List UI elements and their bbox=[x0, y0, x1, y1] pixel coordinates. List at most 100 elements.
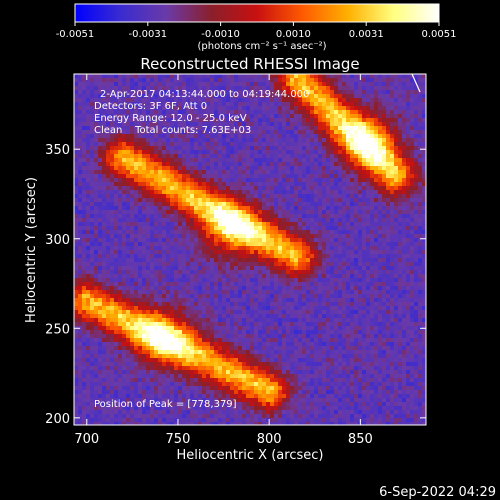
heatmap-cell bbox=[174, 294, 179, 299]
heatmap-cell bbox=[226, 174, 231, 179]
heatmap-cell bbox=[274, 90, 279, 95]
heatmap-cell bbox=[318, 254, 323, 259]
heatmap-cell bbox=[422, 186, 426, 191]
heatmap-cell bbox=[358, 254, 363, 259]
heatmap-cell bbox=[234, 170, 239, 175]
heatmap-cell bbox=[134, 118, 139, 123]
heatmap-cell bbox=[106, 274, 111, 279]
heatmap-cell bbox=[418, 202, 423, 207]
heatmap-cell bbox=[302, 194, 307, 199]
heatmap-cell bbox=[370, 266, 375, 271]
heatmap-cell bbox=[250, 262, 255, 267]
heatmap-cell bbox=[174, 86, 179, 91]
heatmap-cell bbox=[298, 242, 303, 247]
heatmap-cell bbox=[406, 294, 411, 299]
heatmap-cell bbox=[78, 210, 83, 215]
heatmap-cell bbox=[374, 154, 379, 159]
heatmap-cell bbox=[190, 202, 195, 207]
heatmap-cell bbox=[298, 182, 303, 187]
heatmap-cell bbox=[266, 218, 271, 223]
heatmap-cell bbox=[374, 286, 379, 291]
heatmap-cell bbox=[254, 234, 259, 239]
heatmap-cell bbox=[258, 202, 263, 207]
heatmap-cell bbox=[314, 142, 319, 147]
heatmap-cell bbox=[386, 98, 391, 103]
heatmap-cell bbox=[318, 258, 323, 263]
heatmap-cell bbox=[266, 138, 271, 143]
heatmap-cell bbox=[194, 242, 199, 247]
heatmap-cell bbox=[410, 190, 415, 195]
heatmap-cell bbox=[74, 290, 79, 295]
heatmap-cell bbox=[242, 74, 247, 79]
heatmap-cell bbox=[90, 210, 95, 215]
heatmap-cell bbox=[326, 150, 331, 155]
heatmap-cell bbox=[286, 186, 291, 191]
heatmap-cell bbox=[210, 110, 215, 115]
heatmap-cell bbox=[106, 190, 111, 195]
heatmap-cell bbox=[382, 186, 387, 191]
heatmap-cell bbox=[354, 254, 359, 259]
heatmap-cell bbox=[406, 266, 411, 271]
heatmap-cell bbox=[246, 86, 251, 91]
heatmap-cell bbox=[326, 294, 331, 299]
heatmap-cell bbox=[326, 214, 331, 219]
heatmap-cell bbox=[110, 122, 115, 127]
heatmap-cell bbox=[386, 182, 391, 187]
heatmap-cell bbox=[350, 90, 355, 95]
heatmap-cell bbox=[362, 282, 367, 287]
heatmap-cell bbox=[310, 94, 315, 99]
heatmap-cell bbox=[198, 294, 203, 299]
heatmap-cell bbox=[86, 254, 91, 259]
heatmap-cell bbox=[234, 102, 239, 107]
heatmap-cell bbox=[294, 86, 299, 91]
heatmap-cell bbox=[294, 122, 299, 127]
heatmap-cell bbox=[346, 110, 351, 115]
heatmap-cell bbox=[382, 258, 387, 263]
heatmap-cell bbox=[390, 90, 395, 95]
heatmap-cell bbox=[294, 142, 299, 147]
heatmap-cell bbox=[382, 230, 387, 235]
heatmap-cell bbox=[222, 254, 227, 259]
heatmap-cell bbox=[330, 214, 335, 219]
heatmap-cell bbox=[238, 222, 243, 227]
heatmap-cell bbox=[254, 82, 259, 87]
heatmap-cell bbox=[266, 142, 271, 147]
heatmap-cell bbox=[194, 86, 199, 91]
heatmap-cell bbox=[358, 150, 363, 155]
heatmap-cell bbox=[138, 170, 143, 175]
heatmap-cell bbox=[386, 178, 391, 183]
heatmap-cell bbox=[246, 162, 251, 167]
heatmap-cell bbox=[210, 266, 215, 271]
heatmap-cell bbox=[102, 214, 107, 219]
heatmap-cell bbox=[78, 182, 83, 187]
heatmap-cell bbox=[386, 218, 391, 223]
heatmap-cell bbox=[222, 218, 227, 223]
heatmap-cell bbox=[214, 278, 219, 283]
heatmap-cell bbox=[358, 186, 363, 191]
heatmap-cell bbox=[158, 90, 163, 95]
heatmap-cell bbox=[242, 202, 247, 207]
heatmap-cell bbox=[102, 138, 107, 143]
heatmap-cell bbox=[170, 274, 175, 279]
heatmap-cell bbox=[110, 262, 115, 267]
heatmap-cell bbox=[198, 262, 203, 267]
heatmap-cell bbox=[222, 150, 227, 155]
heatmap-cell bbox=[410, 282, 415, 287]
heatmap-cell bbox=[250, 210, 255, 215]
heatmap-cell bbox=[382, 114, 387, 119]
heatmap-cell bbox=[98, 234, 103, 239]
heatmap-cell bbox=[278, 234, 283, 239]
heatmap-cell bbox=[190, 270, 195, 275]
heatmap-cell bbox=[270, 158, 275, 163]
heatmap-cell bbox=[190, 266, 195, 271]
heatmap-cell bbox=[130, 226, 135, 231]
heatmap-cell bbox=[170, 110, 175, 115]
heatmap-cell bbox=[90, 86, 95, 91]
heatmap-cell bbox=[106, 222, 111, 227]
heatmap-cell bbox=[406, 150, 411, 155]
heatmap-cell bbox=[378, 290, 383, 295]
heatmap-cell bbox=[94, 86, 99, 91]
heatmap-cell bbox=[398, 258, 403, 263]
heatmap-cell bbox=[414, 226, 419, 231]
heatmap-cell bbox=[250, 158, 255, 163]
